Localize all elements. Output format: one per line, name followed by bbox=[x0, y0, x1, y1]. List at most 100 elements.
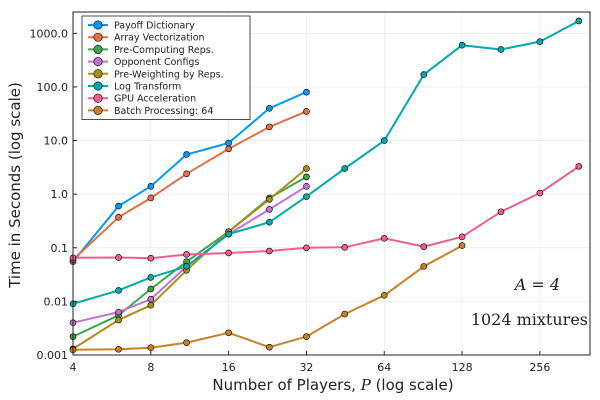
data-point bbox=[183, 263, 190, 270]
data-point bbox=[341, 310, 349, 318]
series-log-transform bbox=[69, 17, 583, 308]
series-line bbox=[72, 20, 580, 305]
data-point bbox=[380, 291, 388, 299]
data-point bbox=[147, 301, 155, 309]
data-point bbox=[458, 242, 466, 249]
data-point bbox=[303, 183, 310, 190]
y-tick-label: 0.01 bbox=[44, 295, 69, 308]
data-point bbox=[303, 193, 310, 200]
data-point bbox=[115, 202, 122, 210]
data-point bbox=[420, 263, 428, 270]
y-tick-label: 10.0 bbox=[44, 135, 69, 148]
data-point bbox=[303, 88, 310, 96]
annotation-a: A = 4 bbox=[513, 275, 560, 294]
data-point bbox=[115, 254, 122, 261]
data-point bbox=[183, 339, 190, 346]
grid bbox=[72, 12, 590, 356]
data-point bbox=[266, 218, 273, 226]
x-tick-label: 256 bbox=[529, 361, 550, 374]
data-point bbox=[183, 170, 190, 178]
y-tick-label: 100.0 bbox=[37, 81, 69, 94]
data-point bbox=[575, 163, 583, 170]
series-gpu-acceleration bbox=[69, 163, 583, 262]
data-point bbox=[303, 108, 310, 115]
series-payoff-dictionary bbox=[69, 88, 310, 265]
data-point bbox=[266, 206, 273, 213]
data-point bbox=[225, 139, 232, 147]
data-point bbox=[420, 243, 428, 250]
annotation-mixtures: 1024 mixtures bbox=[471, 310, 588, 329]
data-point bbox=[115, 308, 122, 316]
x-axis-title: Number of Players, P (log scale) bbox=[212, 376, 453, 394]
y-tick-label: 0.1 bbox=[51, 242, 69, 255]
data-point bbox=[183, 151, 190, 158]
x-axis-title-main: Number of Players, bbox=[212, 376, 360, 394]
legend-box bbox=[81, 15, 251, 120]
data-point bbox=[266, 247, 273, 255]
legend-item: Opponent Configs bbox=[88, 57, 199, 68]
legend-item: Log Transform bbox=[88, 82, 181, 93]
legend-marker bbox=[93, 93, 103, 103]
data-point bbox=[266, 123, 273, 131]
data-point bbox=[266, 104, 273, 112]
ticks: 4 8 16 32 64 128 256 0.001 0.01 0.1 1.0 10.0 100.0 10… bbox=[30, 27, 551, 374]
data-point bbox=[303, 244, 310, 252]
data-point bbox=[536, 189, 544, 197]
legend-label: Log Transform bbox=[114, 82, 181, 93]
legend-item: Array Vectorization bbox=[88, 32, 205, 44]
legend-marker bbox=[93, 105, 103, 115]
data-point bbox=[115, 287, 122, 294]
plot-frame bbox=[72, 11, 591, 356]
data-point bbox=[303, 165, 310, 172]
y-axis-title: Time in Seconds (log scale) bbox=[6, 82, 24, 289]
data-point bbox=[147, 295, 155, 303]
legend-marker bbox=[93, 69, 103, 79]
series-line bbox=[72, 165, 580, 260]
data-point bbox=[341, 244, 349, 251]
x-tick-label: 128 bbox=[452, 361, 473, 374]
data-point bbox=[225, 249, 232, 257]
data-point bbox=[225, 145, 232, 153]
legend-label: Payoff Dictionary bbox=[114, 21, 195, 32]
legend-label: GPU Acceleration bbox=[114, 94, 196, 105]
data-point bbox=[380, 235, 388, 242]
data-point bbox=[497, 208, 505, 216]
series-line bbox=[72, 110, 307, 261]
data-point bbox=[147, 254, 155, 262]
legend-label: Array Vectorization bbox=[114, 33, 205, 44]
y-tick-label: 0.001 bbox=[37, 349, 69, 362]
legend-marker bbox=[93, 20, 103, 30]
data-point bbox=[147, 194, 155, 202]
legend-marker bbox=[93, 81, 103, 91]
data-point bbox=[266, 343, 273, 351]
x-tick-label: 64 bbox=[377, 361, 391, 374]
series-batch-processing-64 bbox=[69, 242, 466, 354]
data-point bbox=[575, 17, 583, 25]
x-tick-label: 32 bbox=[299, 361, 313, 374]
data-point bbox=[536, 38, 544, 45]
data-point bbox=[458, 41, 466, 49]
y-tick-label: 1.0 bbox=[51, 188, 69, 201]
legend-label: Pre-Computing Reps. bbox=[114, 45, 214, 56]
series-line bbox=[72, 244, 463, 351]
data-point bbox=[115, 214, 122, 221]
data-point bbox=[341, 165, 349, 172]
data-point bbox=[303, 333, 310, 340]
data-point bbox=[303, 173, 310, 181]
legend-item: Pre-Computing Reps. bbox=[88, 44, 214, 56]
data-point bbox=[183, 251, 190, 258]
data-point bbox=[147, 274, 155, 281]
data-point bbox=[115, 316, 122, 324]
legend-item: Batch Processing: 64 bbox=[88, 106, 213, 117]
data-point bbox=[420, 71, 428, 78]
legend-item: Payoff Dictionary bbox=[88, 20, 195, 32]
series-array-vectorization bbox=[69, 108, 310, 263]
x-axis-title-var: P bbox=[360, 376, 372, 394]
data-point bbox=[147, 183, 155, 190]
data-point bbox=[115, 345, 122, 353]
legend-item: Pre-Weighting by Reps. bbox=[88, 69, 224, 80]
data-point bbox=[458, 233, 466, 241]
data-point bbox=[266, 196, 273, 203]
